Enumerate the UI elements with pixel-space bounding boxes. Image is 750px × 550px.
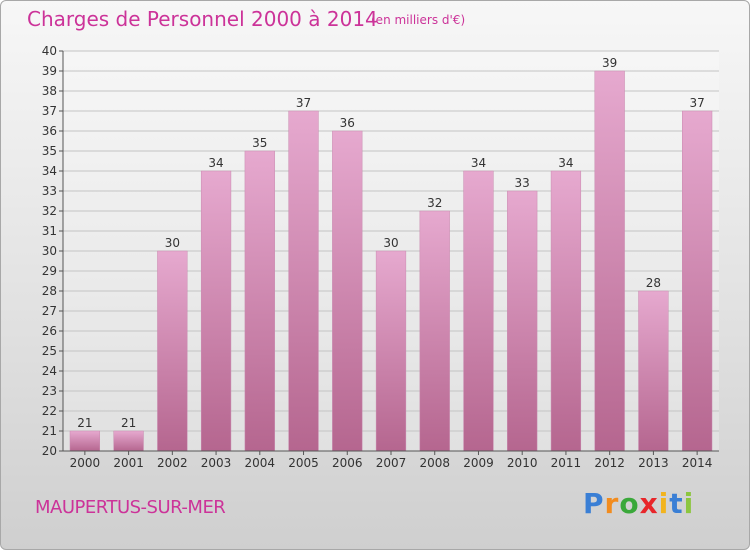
x-tick-label: 2006 (332, 456, 363, 470)
y-tick-label: 31 (42, 224, 57, 238)
x-tick-label: 2013 (638, 456, 669, 470)
data-label: 21 (77, 416, 92, 430)
bar-2006 (332, 130, 363, 452)
data-label: 39 (602, 56, 617, 70)
x-tick-label: 2007 (376, 456, 407, 470)
y-tick-label: 39 (42, 64, 57, 78)
logo-letter: x (639, 487, 659, 520)
data-label: 32 (427, 196, 442, 210)
y-tick-label: 38 (42, 84, 57, 98)
proxiti-logo: Proxiti (583, 487, 694, 520)
data-label: 30 (165, 236, 180, 250)
data-label: 34 (208, 156, 223, 170)
data-label: 34 (558, 156, 573, 170)
chart-title: Charges de Personnel 2000 à 2014 (27, 7, 378, 31)
x-tick-label: 2001 (113, 456, 144, 470)
data-label: 28 (646, 276, 661, 290)
bar-2007 (375, 250, 407, 452)
x-tick-label: 2004 (245, 456, 276, 470)
y-tick-label: 36 (42, 124, 57, 138)
x-tick-label: 2000 (70, 456, 101, 470)
bar-2012 (594, 70, 625, 452)
y-tick-label: 26 (42, 324, 57, 338)
x-tick-label: 2012 (594, 456, 625, 470)
logo-letter: i (683, 487, 695, 520)
x-tick-label: 2005 (288, 456, 319, 470)
y-tick-label: 21 (42, 424, 57, 438)
y-tick-label: 28 (42, 284, 57, 298)
bar-2008 (419, 210, 450, 452)
logo-letter: t (669, 487, 684, 520)
bar-2014 (682, 110, 713, 452)
logo-letter: r (604, 487, 620, 520)
logo-letter: i (658, 487, 670, 520)
data-label: 37 (296, 96, 311, 110)
logo-letter: P (583, 487, 605, 520)
axes: 20 21 22 23 24 25 26 27 28 29 30 31 32 33 34 35 36 37 38 39… (42, 44, 719, 470)
bar-2004 (244, 150, 275, 452)
bar-2005 (288, 110, 319, 452)
x-tick-label: 2002 (157, 456, 188, 470)
bar-2013 (638, 290, 669, 452)
y-tick-label: 32 (42, 204, 57, 218)
x-tick-label: 2009 (463, 456, 494, 470)
data-label: 33 (515, 176, 530, 190)
x-tick-label: 2011 (551, 456, 582, 470)
y-tick-label: 34 (42, 164, 57, 178)
bar-2003 (200, 170, 232, 452)
chart-subtitle: (en milliers d'€) (371, 13, 466, 27)
bars: 21 21 30 34 35 37 36 30 32 34 33 34 39 28 37 (69, 56, 713, 452)
logo-letter: o (619, 487, 640, 520)
y-tick-label: 29 (42, 264, 57, 278)
x-tick-label: 2003 (201, 456, 232, 470)
y-tick-label: 27 (42, 304, 57, 318)
y-tick-label: 24 (42, 364, 57, 378)
y-tick-label: 22 (42, 404, 57, 418)
x-tick-label: 2008 (419, 456, 450, 470)
bar-2009 (463, 170, 494, 452)
y-tick-label: 40 (42, 44, 57, 58)
commune-name: MAUPERTUS-SUR-MER (35, 497, 226, 518)
x-tick-label: 2010 (507, 456, 538, 470)
data-label: 36 (340, 116, 355, 130)
y-tick-label: 23 (42, 384, 57, 398)
y-tick-label: 37 (42, 104, 57, 118)
data-label: 21 (121, 416, 136, 430)
bar-2000 (69, 430, 100, 452)
y-tick-label: 33 (42, 184, 57, 198)
data-label: 30 (383, 236, 398, 250)
bar-2001 (113, 430, 144, 452)
y-tick-label: 35 (42, 144, 57, 158)
x-tick-label: 2014 (682, 456, 713, 470)
y-tick-label: 30 (42, 244, 57, 258)
y-tick-label: 20 (42, 444, 57, 458)
bar-2002 (157, 250, 188, 452)
bar-2011 (550, 170, 582, 452)
y-tick-label: 25 (42, 344, 57, 358)
data-label: 35 (252, 136, 267, 150)
data-label: 37 (689, 96, 704, 110)
data-label: 34 (471, 156, 486, 170)
bar-2010 (507, 190, 538, 452)
